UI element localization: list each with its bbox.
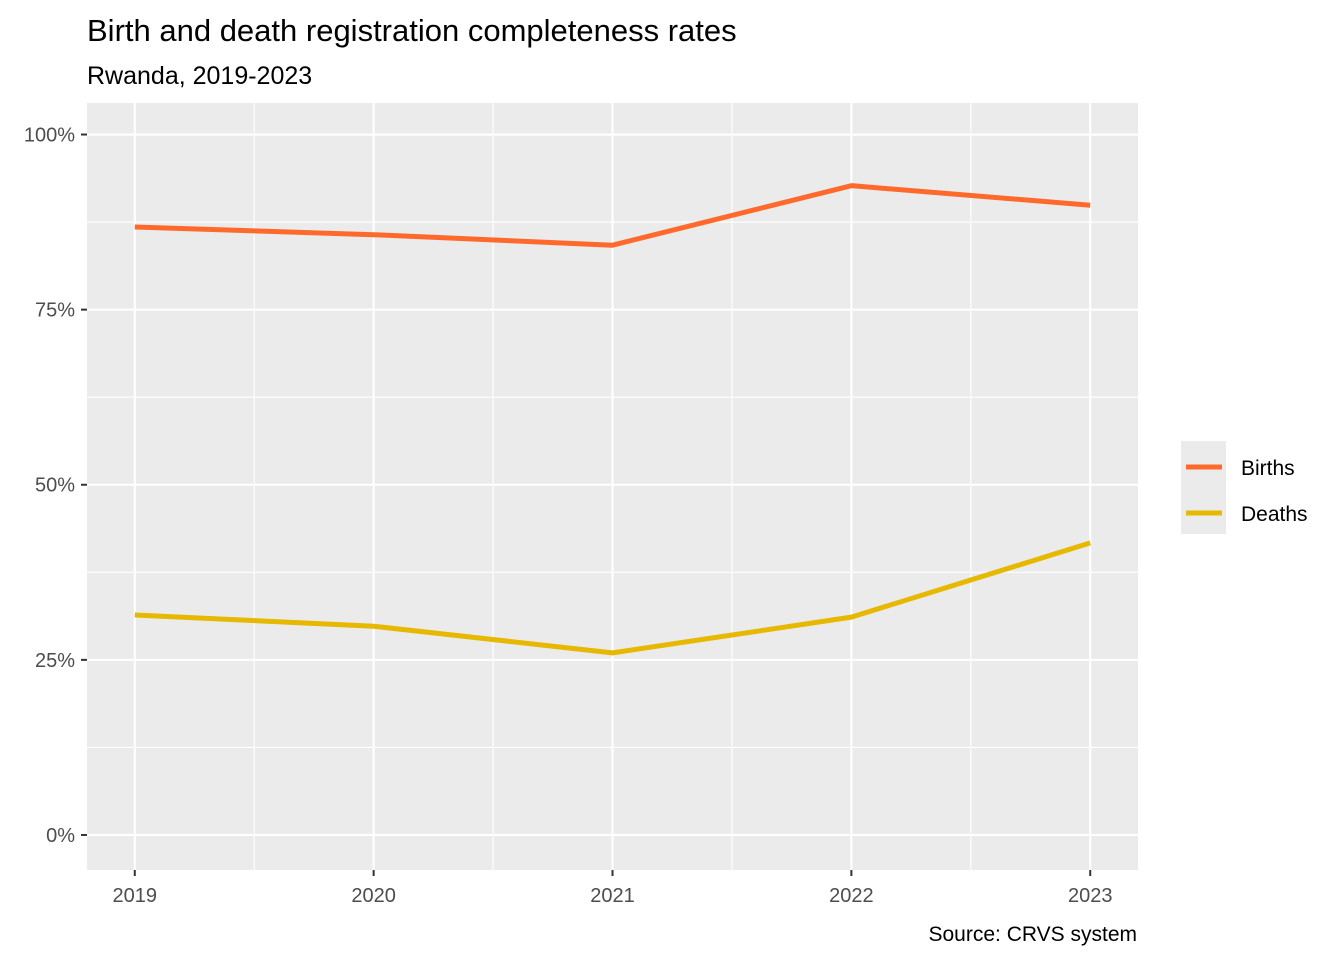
x-tick-label: 2020 (351, 885, 396, 907)
series-line-births (134, 183, 1091, 248)
series-lines (134, 183, 1091, 656)
series-line-deaths (134, 540, 1091, 656)
x-tick-label: 2022 (829, 885, 874, 907)
y-tick-label: 50% (35, 475, 75, 497)
x-tick-label: 2021 (590, 885, 635, 907)
y-tick-label: 0% (46, 825, 75, 847)
legend-background (1181, 441, 1226, 534)
y-tick-label: 100% (24, 125, 75, 147)
y-tick-label: 75% (35, 300, 75, 322)
chart-subtitle: Rwanda, 2019-2023 (87, 62, 312, 90)
chart-caption: Source: CRVS system (928, 923, 1137, 946)
x-axis: 2019 2020 2021 2022 2023 (113, 870, 1113, 907)
y-tick-label: 25% (35, 650, 75, 672)
x-tick-label: 2023 (1068, 885, 1113, 907)
y-axis: 0% 25% 50% 75% 100% (24, 125, 87, 847)
legend: Births Deaths (1186, 457, 1308, 526)
legend-label-deaths: Deaths (1241, 503, 1308, 526)
chart-title: Birth and death registration completenes… (87, 13, 737, 48)
x-tick-label: 2019 (113, 885, 158, 907)
legend-label-births: Births (1241, 457, 1295, 480)
major-gridlines (87, 103, 1138, 870)
